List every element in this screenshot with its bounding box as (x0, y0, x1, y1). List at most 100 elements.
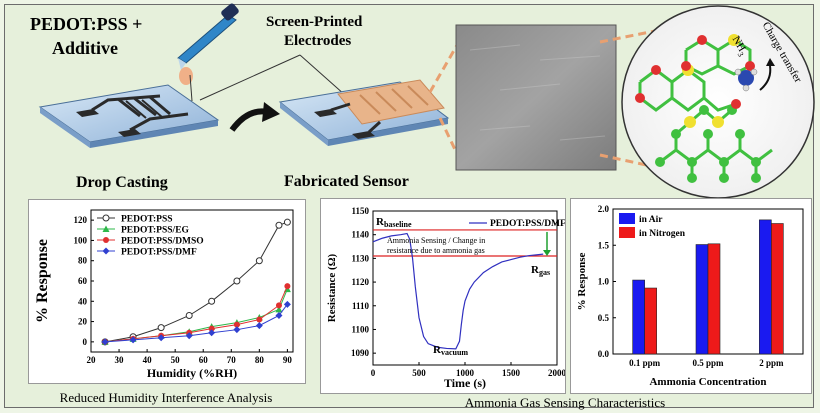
dropper-icon (177, 3, 239, 85)
bar (759, 219, 772, 355)
process-arrow-icon (229, 102, 280, 132)
data-point (233, 277, 241, 285)
y-tick-label: 60 (78, 276, 88, 286)
data-point (157, 324, 165, 332)
data-point (129, 336, 137, 344)
legend-marker (102, 247, 110, 255)
r-gas-label: Rgas (531, 264, 550, 277)
sem-image (455, 24, 617, 171)
data-point (283, 300, 291, 308)
atoms (635, 34, 761, 183)
molecule-circle (621, 5, 815, 199)
x-tick-label: 90 (283, 355, 293, 365)
y-tick-label: 120 (74, 215, 88, 225)
resistance-chart: 0 500 1000 1500 2000 1090 1100 1110 1120 1130 1140… (326, 206, 567, 390)
fabricated-sensor-label: Fabricated Sensor (284, 173, 409, 190)
x-axis-label: Time (s) (444, 376, 486, 390)
x-tick-label: 2000 (548, 368, 565, 378)
bar (632, 279, 645, 355)
charge-arrow-icon (759, 65, 772, 91)
title-pedot-line1: PEDOT:PSS + (30, 14, 143, 34)
drop-casting-label: Drop Casting (76, 174, 168, 191)
data-point (233, 326, 241, 334)
data-point (157, 334, 165, 342)
data-point (256, 316, 263, 323)
substrate-fabricated (278, 79, 450, 146)
y-tick-label: 1.5 (598, 240, 610, 250)
y-tick-label: 0 (83, 337, 88, 347)
concentration-chart: 0.0 0.5 1.0 1.5 2.0 Ammonia Concentration % Re… (576, 204, 804, 388)
bar (771, 223, 784, 355)
substrate-drop-casting (38, 84, 220, 148)
legend-label: in Air (639, 215, 663, 225)
x-tick-label: 1500 (502, 368, 521, 378)
data-point (208, 325, 215, 332)
legend-label: PEDOT:PSS/EG (121, 226, 190, 236)
data-point (185, 332, 193, 340)
data-point (275, 302, 282, 309)
data-point (284, 283, 291, 290)
x-tick-label: 30 (115, 355, 125, 365)
y-tick-label: 1130 (351, 253, 369, 263)
y-axis-label: % Response (576, 253, 588, 311)
bar (695, 244, 709, 355)
x-tick-label: 60 (199, 355, 209, 365)
y-tick-label: 80 (78, 256, 88, 266)
annotation-arrow-head (543, 250, 551, 257)
data-point (255, 257, 263, 265)
data-point (255, 322, 263, 330)
data-point (101, 338, 109, 346)
humidity-chart: 20 30 40 50 60 70 80 90 0 20 40 60 80 100 120 Humidity … (34, 209, 294, 380)
y-tick-label: 1100 (351, 324, 369, 334)
x-tick-label: 70 (227, 355, 237, 365)
x-tick-label: 20 (87, 355, 97, 365)
legend-label: PEDOT:PSS/DMF (121, 248, 197, 258)
y-tick-label: 1090 (351, 348, 370, 358)
resistance-panel: 0 500 1000 1500 2000 1090 1100 1110 1120 1130 1140… (320, 198, 567, 394)
resistance-line (372, 232, 544, 350)
legend-label: PEDOT:PSS/DMSO (121, 237, 204, 247)
annotation-line1: Ammonia Sensing / Change in (387, 236, 485, 245)
humidity-caption: Reduced Humidity Interference Analysis (59, 390, 273, 405)
title-pedot-line2: Additive (52, 38, 119, 58)
data-point (185, 311, 193, 319)
y-tick-label: 0.5 (598, 313, 610, 323)
y-tick-label: 1120 (351, 277, 369, 287)
concentration-panel: 0.0 0.5 1.0 1.5 2.0 Ammonia Concentration % Re… (570, 198, 812, 394)
legend-label: PEDOT:PSS/DMF (490, 219, 565, 229)
data-point (283, 218, 291, 226)
y-tick-label: 2.0 (598, 204, 610, 214)
legend-label: in Nitrogen (639, 229, 686, 239)
y-tick-label: 100 (74, 235, 88, 245)
data-point (275, 305, 283, 313)
annotation-line2: resistance due to ammonia gas (387, 246, 485, 255)
legend-marker (102, 214, 110, 222)
legend-swatch (619, 213, 635, 224)
y-axis-label: Resistance (Ω) (326, 253, 338, 322)
y-axis-label: % Response (34, 239, 51, 323)
bar (707, 243, 721, 355)
sensor-schematic (38, 3, 815, 199)
r-baseline-label: Rbaseline (376, 216, 412, 229)
x-tick-label: 500 (412, 368, 426, 378)
spe-label-line1: Screen-Printed (266, 14, 363, 30)
data-point (275, 311, 283, 319)
legend-label: PEDOT:PSS (121, 215, 173, 225)
x-tick-label: 80 (255, 355, 264, 365)
spe-label-line2: Electrodes (284, 33, 352, 49)
data-point (208, 297, 216, 305)
x-axis-label: Humidity (%RH) (147, 366, 237, 380)
bar (644, 287, 657, 355)
y-tick-label: 1150 (351, 206, 369, 216)
data-point (233, 321, 240, 328)
ammonia-caption: Ammonia Gas Sensing Characteristics (464, 395, 666, 410)
y-tick-label: 1110 (352, 301, 370, 311)
legend-swatch (619, 227, 635, 238)
y-tick-label: 1.0 (598, 277, 610, 287)
y-tick-label: 40 (78, 296, 88, 306)
y-tick-label: 20 (78, 317, 88, 327)
x-tick-label: 1000 (456, 368, 475, 378)
x-tick-label: 0.1 ppm (629, 358, 661, 368)
x-tick-label: 40 (143, 355, 153, 365)
x-axis-label: Ammonia Concentration (649, 376, 766, 388)
